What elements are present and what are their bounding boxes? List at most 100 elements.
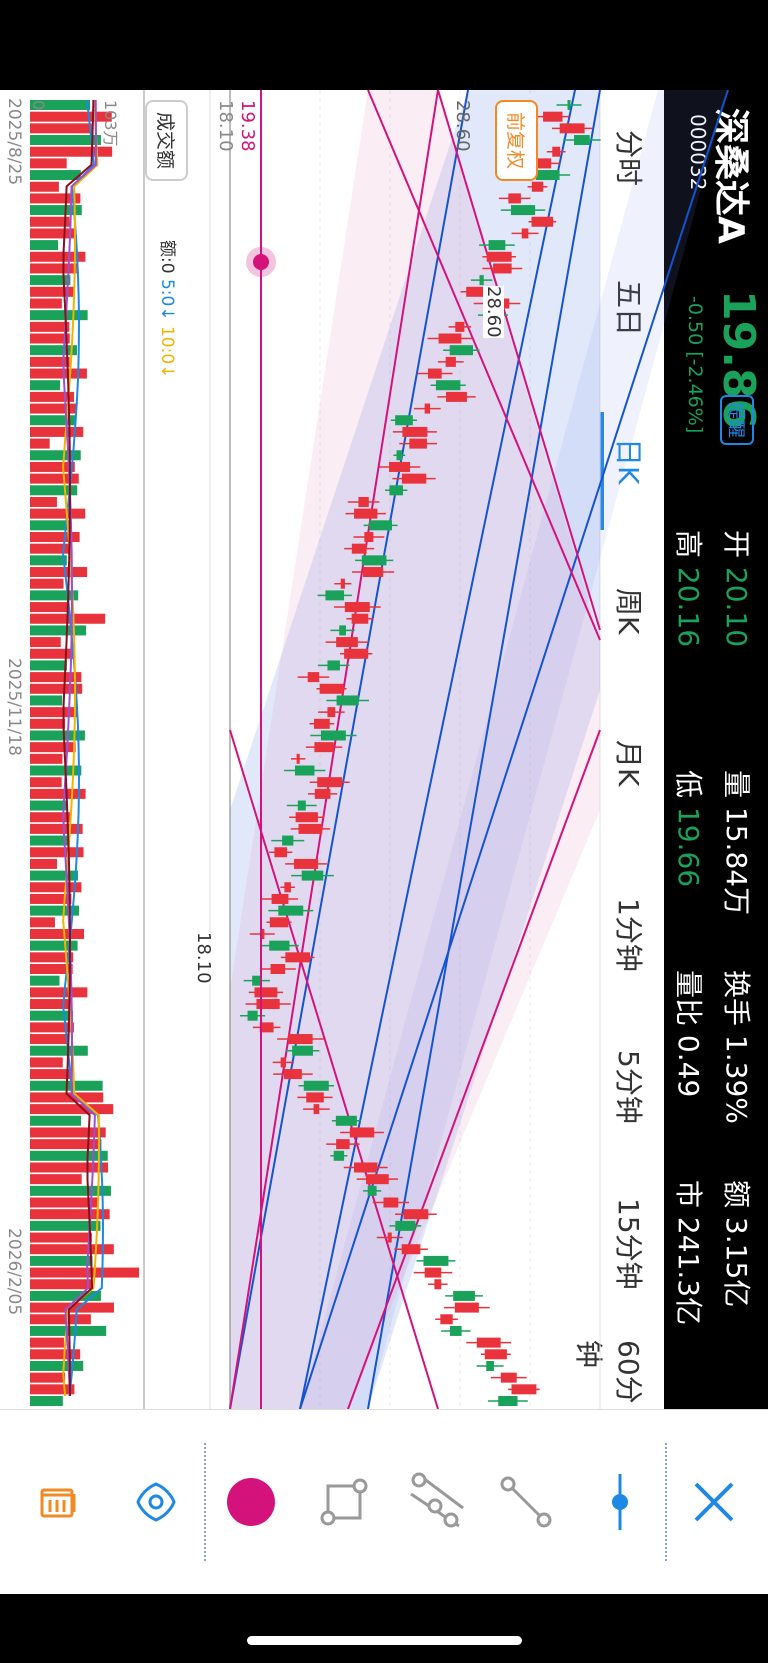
ma10-line — [62, 99, 101, 1397]
volume-bar — [30, 765, 82, 776]
volume-bar — [30, 333, 70, 344]
candle — [409, 438, 427, 449]
volume-bar — [30, 532, 80, 542]
candle — [567, 100, 571, 110]
price-label-high: 28.60 — [452, 100, 473, 152]
volume-bar — [29, 1384, 75, 1395]
candle — [349, 1127, 375, 1138]
candle — [247, 1010, 258, 1021]
candle — [486, 251, 512, 262]
candle — [423, 1255, 449, 1266]
volume-bar — [30, 964, 73, 974]
volume-bar — [29, 1360, 84, 1371]
volume-bar — [29, 648, 75, 659]
volume-bar — [29, 181, 59, 192]
volume-bar — [29, 742, 76, 753]
volume-bar — [30, 135, 101, 146]
candle — [395, 1220, 416, 1231]
candle — [351, 613, 369, 624]
candle — [440, 1314, 453, 1325]
volume-bar — [29, 975, 60, 986]
volume-bar — [30, 1174, 82, 1185]
volume-bar — [29, 1220, 101, 1231]
volume-bar — [30, 146, 113, 157]
volume-bar — [30, 345, 77, 356]
candle — [292, 1045, 313, 1056]
volume-bar — [29, 1197, 99, 1208]
candle — [313, 718, 330, 729]
magenta-channel-line — [347, 729, 601, 1409]
volume-bar — [30, 193, 81, 204]
candle — [298, 823, 323, 834]
volume-bar — [30, 1244, 114, 1255]
delete-icon[interactable] — [12, 1456, 104, 1548]
candle — [344, 648, 369, 659]
date-mid: 2025/11/18 — [4, 658, 24, 756]
parallel-channel-icon[interactable] — [389, 1456, 481, 1548]
candle — [510, 205, 536, 216]
volume-bar — [29, 1150, 108, 1161]
candle — [476, 1337, 501, 1348]
price-label-min: 18.10 — [193, 932, 214, 984]
volume-indicator-selector[interactable]: 成交额 — [145, 100, 188, 182]
date-start: 2025/8/25 — [4, 98, 24, 186]
volume-bar — [29, 543, 70, 554]
price-label-max: 28.60 — [483, 286, 504, 338]
candle — [259, 1022, 274, 1033]
candle — [358, 496, 369, 507]
blue-channel-line — [229, 90, 469, 1409]
volume-bar — [30, 520, 71, 531]
volume-bar — [29, 858, 57, 869]
rectangle-icon[interactable] — [298, 1456, 390, 1548]
candle — [274, 847, 288, 858]
candle — [552, 146, 561, 157]
volume-bar — [29, 928, 84, 939]
magenta-channel-line — [229, 729, 439, 1409]
candle — [256, 999, 280, 1010]
home-indicator[interactable] — [247, 1636, 522, 1645]
candle — [319, 683, 344, 694]
volume-bar — [30, 438, 50, 449]
candle — [543, 111, 563, 122]
blue-channel-line — [367, 90, 601, 1409]
candle — [295, 765, 315, 776]
volume-bar — [29, 158, 67, 169]
navigation-bar — [0, 1594, 768, 1663]
volume-bar — [29, 590, 79, 601]
volume-bar — [30, 415, 76, 426]
volume-axis-top: 103万 — [101, 100, 120, 147]
kline-chart[interactable] — [0, 90, 768, 1409]
candle — [424, 1267, 442, 1278]
line-style-icon[interactable] — [574, 1456, 666, 1548]
crosshair-price: 19.38 — [237, 100, 258, 152]
adjust-button[interactable]: 前复权 — [495, 100, 538, 182]
volume-bar — [29, 1022, 74, 1033]
magenta-channel-line — [437, 90, 601, 631]
volume-bar — [29, 567, 88, 578]
segment-icon[interactable] — [480, 1456, 572, 1548]
volume-bar — [29, 987, 88, 998]
candle — [270, 964, 286, 974]
landscape-chart-view: 深桑达A 000032 19.86 提醒 -0.50 [-2.46%] 开 20… — [0, 90, 768, 1409]
candle — [445, 356, 456, 367]
crosshair-handle[interactable] — [253, 254, 269, 270]
candle — [498, 1396, 518, 1406]
candle — [282, 835, 294, 846]
candle — [466, 286, 487, 297]
candle — [486, 1360, 494, 1371]
candle — [434, 1279, 442, 1290]
candle — [531, 181, 544, 192]
volume-bar — [30, 380, 61, 391]
candle — [314, 788, 331, 799]
volume-bar — [29, 1034, 69, 1045]
close-icon[interactable] — [668, 1456, 760, 1548]
volume-bar — [30, 1337, 64, 1348]
visibility-icon[interactable] — [110, 1456, 202, 1548]
candle — [336, 1139, 350, 1150]
volume-bar — [29, 1115, 82, 1126]
candle — [293, 858, 319, 869]
color-swatch-icon[interactable] — [205, 1456, 297, 1548]
volume-bar — [29, 1396, 63, 1406]
volume-bar — [30, 555, 67, 566]
candle — [327, 707, 336, 718]
